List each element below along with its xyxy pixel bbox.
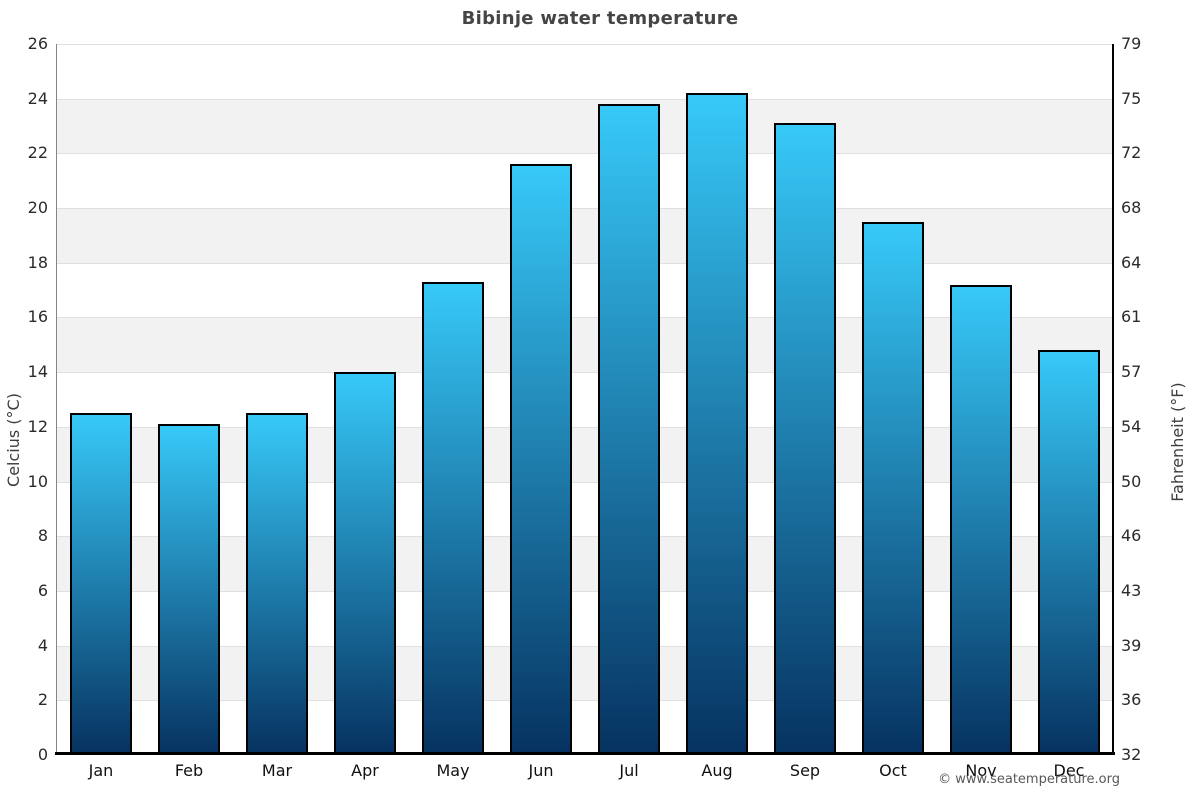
bar-feb[interactable]: [158, 424, 220, 755]
bar-oct[interactable]: [862, 222, 924, 755]
x-tick-aug: Aug: [701, 761, 733, 780]
y-tick-fahrenheit: 72: [1121, 143, 1142, 163]
y-tick-celsius: 18: [27, 252, 48, 272]
x-tick-jul: Jul: [619, 761, 639, 780]
y-tick-fahrenheit: 79: [1121, 34, 1142, 53]
y-tick-celsius: 8: [37, 526, 48, 546]
bar-aug[interactable]: [686, 93, 748, 755]
bar-jan[interactable]: [70, 413, 132, 755]
y-tick-fahrenheit: 61: [1121, 307, 1142, 327]
plot-area: [57, 44, 1113, 755]
gridline: [57, 646, 1113, 647]
bar-may[interactable]: [422, 282, 484, 755]
gridline: [57, 482, 1113, 483]
bottom-axis-line: [55, 752, 1115, 755]
gridline: [57, 372, 1113, 373]
x-tick-sep: Sep: [789, 761, 821, 780]
y-tick-celsius: 24: [27, 88, 48, 108]
gridline: [57, 317, 1113, 318]
chart-title: Bibinje water temperature: [461, 8, 739, 29]
y-tick-celsius: 22: [27, 143, 48, 163]
plot-band: [57, 98, 1113, 154]
gridline: [57, 263, 1113, 264]
y-tick-fahrenheit: 75: [1121, 88, 1142, 108]
bar-jul[interactable]: [598, 104, 660, 755]
plot-band: [57, 645, 1113, 701]
y-tick-fahrenheit: 50: [1121, 471, 1142, 491]
x-tick-mar: Mar: [261, 761, 293, 780]
bar-jun[interactable]: [510, 164, 572, 755]
x-tick-jun: Jun: [528, 761, 554, 780]
x-tick-may: May: [436, 761, 470, 780]
y-tick-celsius: 10: [27, 471, 48, 491]
y-tick-celsius: 20: [27, 198, 48, 218]
y-tick-fahrenheit: 43: [1121, 580, 1142, 600]
bar-mar[interactable]: [246, 413, 308, 755]
x-tick-feb: Feb: [174, 761, 204, 780]
right-axis-line: [1112, 44, 1114, 755]
bar-dec[interactable]: [1038, 350, 1100, 755]
x-tick-jan: Jan: [88, 761, 114, 780]
y-tick-celsius: 14: [27, 362, 48, 382]
plot-band: [57, 317, 1113, 373]
left-axis-line: [56, 44, 57, 755]
y-tick-fahrenheit: 68: [1121, 198, 1142, 218]
y-tick-celsius: 12: [27, 416, 48, 436]
y-tick-celsius: 0: [37, 745, 48, 764]
bar-nov[interactable]: [950, 285, 1012, 755]
gridline: [57, 153, 1113, 154]
y-tick-celsius: 4: [37, 635, 48, 655]
y-tick-fahrenheit: 39: [1121, 635, 1142, 655]
y-tick-celsius: 6: [37, 580, 48, 600]
plot-band: [57, 426, 1113, 482]
gridline: [57, 536, 1113, 537]
y-tick-fahrenheit: 32: [1121, 745, 1142, 764]
y-tick-fahrenheit: 36: [1121, 690, 1142, 710]
plot-band: [57, 536, 1113, 591]
y-tick-celsius: 26: [27, 34, 48, 53]
x-tick-oct: Oct: [879, 761, 907, 780]
gridline: [57, 44, 1113, 45]
y-tick-fahrenheit: 57: [1121, 362, 1142, 382]
x-tick-dec: Dec: [1053, 761, 1085, 780]
y-tick-celsius: 2: [37, 690, 48, 710]
gridline: [57, 208, 1113, 209]
y-tick-fahrenheit: 46: [1121, 526, 1142, 546]
gridline: [57, 99, 1113, 100]
bar-apr[interactable]: [334, 372, 396, 755]
footer-link[interactable]: © www.seatemperature.org: [938, 772, 1120, 787]
x-tick-nov: Nov: [965, 761, 997, 780]
x-tick-apr: Apr: [351, 761, 379, 780]
bar-sep[interactable]: [774, 123, 836, 755]
gridline: [57, 700, 1113, 701]
y-tick-fahrenheit: 64: [1121, 252, 1142, 272]
plot-band: [57, 208, 1113, 263]
gridline: [57, 427, 1113, 428]
y-tick-celsius: 16: [27, 307, 48, 327]
y-tick-fahrenheit: 54: [1121, 416, 1142, 436]
gridline: [57, 591, 1113, 592]
